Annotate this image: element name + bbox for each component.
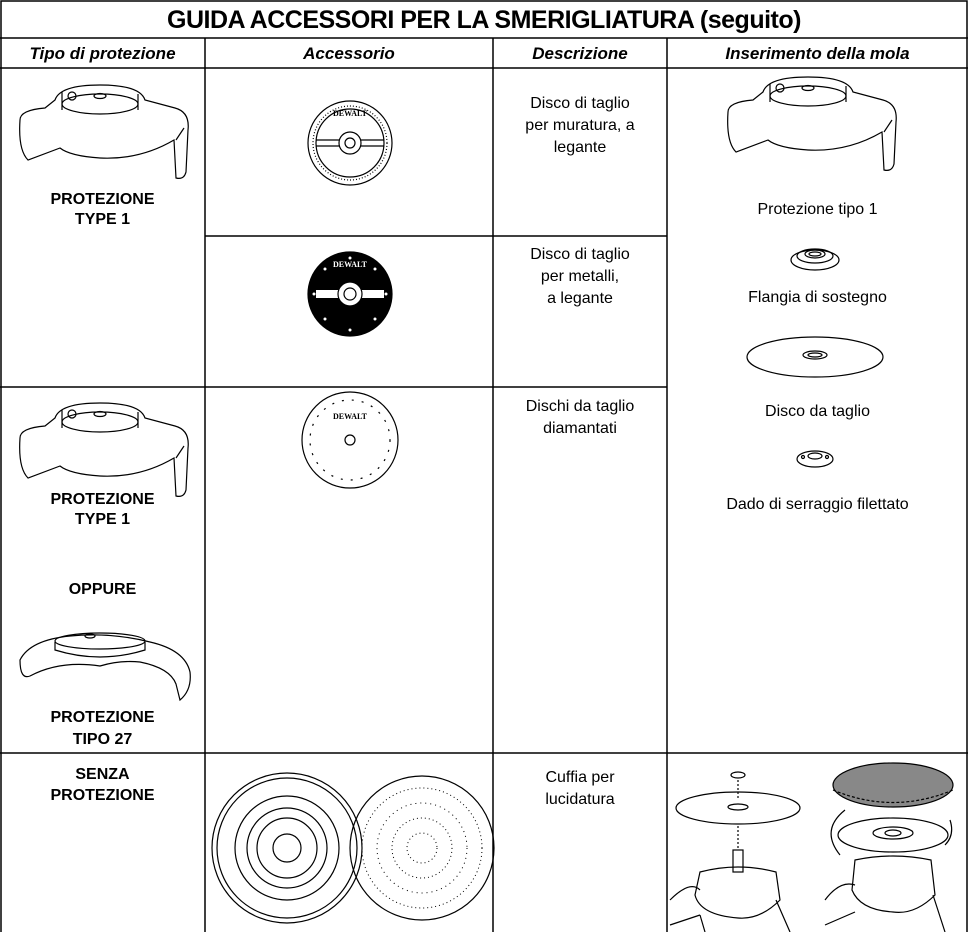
cutting-disc-icon: [746, 336, 884, 378]
mounting-step: Flangia di sostegno: [748, 289, 887, 306]
table-title: GUIDA ACCESSORI PER LA SMERIGLIATURA (se…: [167, 6, 801, 34]
brand-logo: DEWALT: [333, 109, 367, 118]
description: diamantati: [543, 420, 617, 437]
column-header: Descrizione: [532, 44, 628, 63]
brand-logo: DEWALT: [333, 260, 367, 269]
polishing-bonnet-icon: [349, 775, 495, 921]
description: Disco di taglio: [530, 95, 630, 112]
guard-label: SENZA: [75, 766, 130, 783]
guard-type27-icon: [19, 632, 191, 702]
guard-label: PROTEZIONE: [50, 491, 155, 508]
nut-icon: [796, 450, 834, 468]
guard-alternative: OPPURE: [68, 581, 137, 598]
column-header: Tipo di protezione: [29, 44, 176, 63]
guard-type1-icon: [19, 84, 189, 179]
description: a legante: [547, 290, 613, 307]
masonry-disc-icon: [307, 100, 393, 186]
mounting-step: Dado di serraggio filettato: [726, 496, 909, 513]
description: Cuffia per: [545, 769, 615, 786]
guard-type1-icon: [19, 402, 189, 497]
guard-label: TIPO 27: [72, 731, 133, 748]
pad-mounting-icon: [669, 771, 801, 932]
description: legante: [553, 139, 607, 156]
bonnet-mounting-icon: [824, 762, 954, 932]
metal-disc-icon: [307, 251, 393, 337]
guard-label: TYPE 1: [74, 211, 131, 228]
flange-icon: [790, 248, 840, 271]
diamond-disc-icon: [301, 391, 399, 489]
backing-pad-icon: [211, 772, 363, 924]
description: Disco di taglio: [530, 246, 630, 263]
mounting-step: Protezione tipo 1: [757, 201, 878, 218]
guard-label: TYPE 1: [74, 511, 131, 528]
description: Dischi da taglio: [525, 398, 635, 415]
guard-type1-icon: [727, 76, 897, 171]
guard-label: PROTEZIONE: [50, 709, 155, 726]
column-header: Inserimento della mola: [725, 44, 910, 63]
brand-logo: DEWALT: [333, 412, 367, 421]
description: per metalli,: [540, 268, 620, 285]
column-header: Accessorio: [303, 44, 395, 63]
mounting-step: Disco da taglio: [765, 403, 870, 420]
guard-label: PROTEZIONE: [50, 191, 155, 208]
description: lucidatura: [545, 791, 615, 808]
description: per muratura, a: [525, 117, 635, 134]
guard-label: PROTEZIONE: [50, 787, 155, 804]
